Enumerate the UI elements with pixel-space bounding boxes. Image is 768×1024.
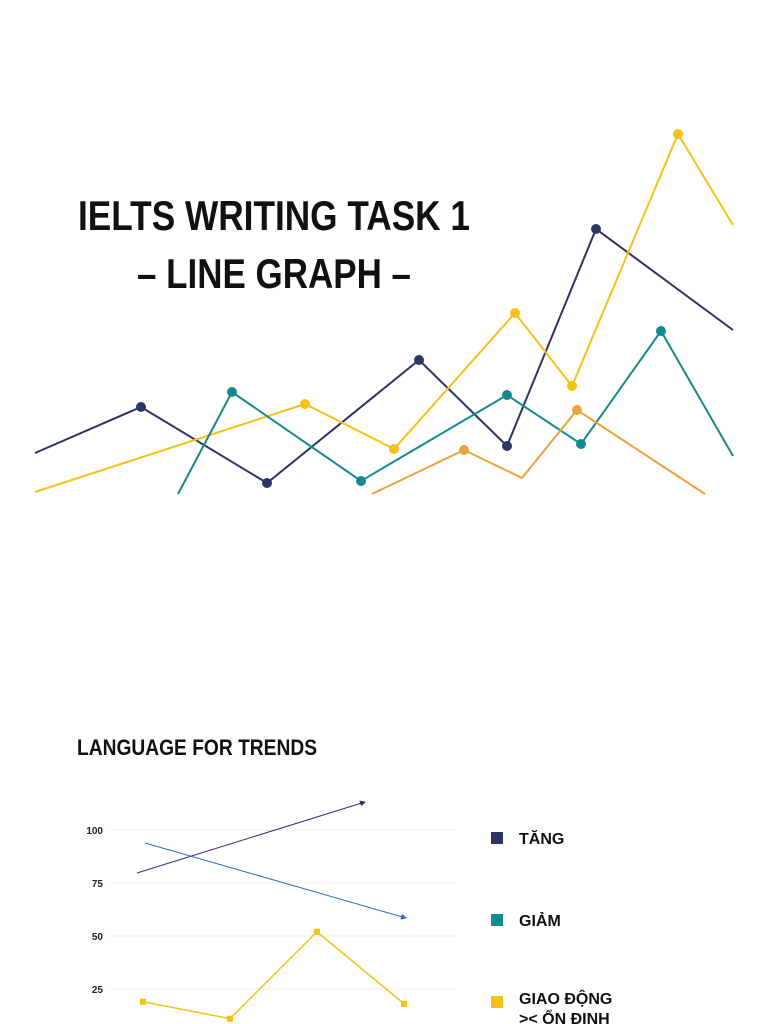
point xyxy=(140,998,146,1005)
fall-arrow xyxy=(144,842,407,920)
heading: LANGUAGE FOR TRENDS xyxy=(77,735,317,760)
legend-swatch xyxy=(491,832,503,844)
series-line xyxy=(142,930,405,1020)
legend-label: GIAO ĐỘNG xyxy=(519,989,612,1008)
legend-swatch xyxy=(491,914,503,926)
y-tick-label: 25 xyxy=(92,985,104,996)
point xyxy=(401,1000,407,1007)
rise-arrow xyxy=(136,800,366,874)
point xyxy=(314,928,320,935)
deco-line xyxy=(177,329,734,495)
title-line: – LINE GRAPH – xyxy=(137,250,411,297)
y-tick-label: 50 xyxy=(92,932,104,943)
legend-label: >< ỔN ĐỊNH xyxy=(519,1009,610,1024)
y-tick-label: 75 xyxy=(92,879,104,890)
deco-line xyxy=(371,408,706,495)
legend: TĂNG GIẢM GIAO ĐỘNG>< ỔN ĐỊNH xyxy=(491,829,612,1024)
point xyxy=(227,1015,233,1022)
y-tick-label: 100 xyxy=(86,826,103,837)
legend-label: TĂNG xyxy=(519,829,564,848)
decorative-graph xyxy=(34,129,734,495)
legend-swatch xyxy=(491,996,503,1008)
trend-chart: 25 50 75 100 xyxy=(86,800,455,1022)
title-line: IELTS WRITING TASK 1 xyxy=(78,192,470,239)
legend-label: GIẢM xyxy=(519,911,561,930)
deco-line xyxy=(34,131,734,493)
